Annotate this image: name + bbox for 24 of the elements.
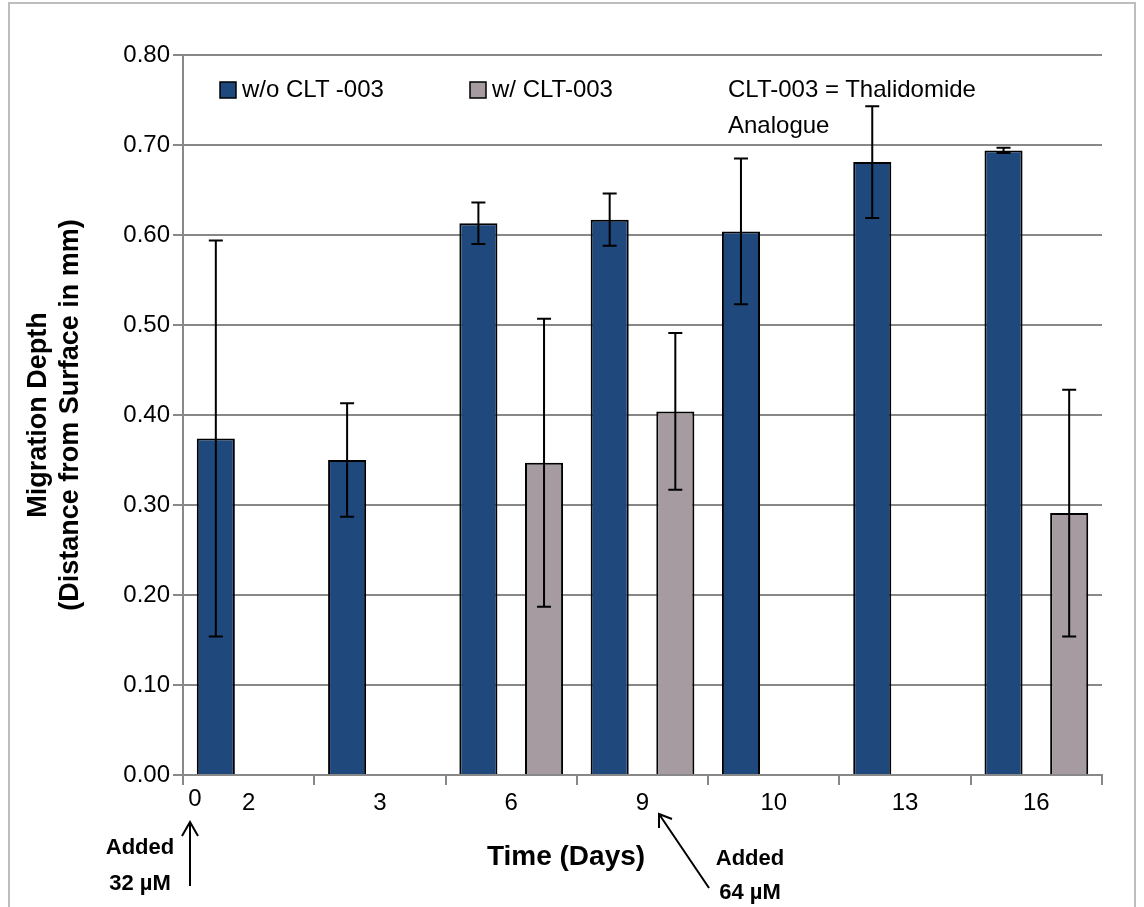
- y-axis-title: Migration Depth (Distance from Surface in mm): [21, 219, 85, 611]
- annotation: CLT-003 = Thalidomide Analogue: [728, 74, 976, 138]
- y-tick-label: 0.80: [123, 39, 170, 67]
- y-tick-label: 0.60: [123, 219, 170, 247]
- x-axis-title: Time (Days): [486, 839, 646, 871]
- x-tick-label: 2: [241, 788, 256, 816]
- y-tick-label: 0.50: [123, 309, 170, 337]
- x-tick-label: 3: [373, 788, 387, 816]
- y-tick-label: 0.00: [123, 759, 170, 787]
- y-tick-label: 0.70: [123, 129, 170, 157]
- y-tick-label: 0.30: [123, 489, 170, 517]
- y-tick-label: 0.20: [123, 579, 170, 607]
- legend-label: w/o CLT -003: [241, 74, 384, 102]
- x-tick-label: 16: [1023, 788, 1050, 816]
- y-tick-label: 0.40: [123, 399, 170, 427]
- y-tick-label: 0.10: [123, 669, 170, 697]
- text: Added 32 µM: [105, 834, 175, 896]
- text: 0: [188, 783, 202, 811]
- legend-label: w/ CLT-003: [491, 74, 613, 102]
- x-tick-label: 13: [891, 788, 919, 816]
- text: Added 64 µM: [715, 845, 785, 905]
- x-tick-label: 9: [635, 788, 650, 816]
- x-tick-label: 10: [760, 788, 788, 816]
- x-tick-label: 6: [504, 788, 518, 816]
